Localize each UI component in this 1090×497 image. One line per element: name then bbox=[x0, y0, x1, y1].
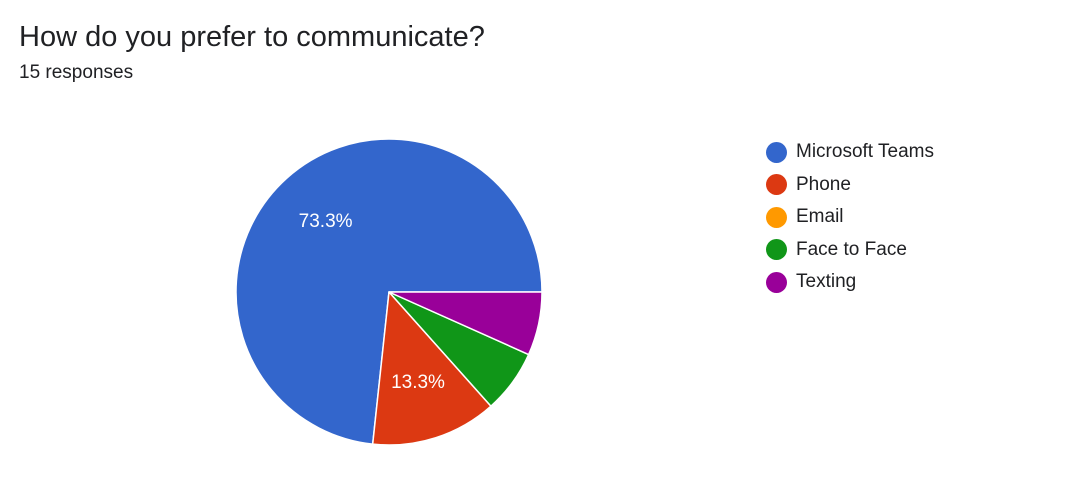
pie-slice-texting[interactable] bbox=[388, 291, 543, 356]
legend-label: Face to Face bbox=[796, 238, 907, 260]
legend-label: Phone bbox=[796, 173, 851, 195]
slice-label-microsoft-teams: 73.3% bbox=[299, 211, 353, 232]
legend-item-face-to-face[interactable]: Face to Face bbox=[766, 234, 1066, 267]
chart-legend: Microsoft Teams Phone Email Face to Face Tex… bbox=[766, 136, 1066, 299]
legend-swatch bbox=[766, 239, 787, 261]
legend-item-phone[interactable]: Phone bbox=[766, 169, 1066, 202]
legend-swatch bbox=[766, 141, 787, 163]
legend-item-texting[interactable]: Texting bbox=[766, 266, 1066, 299]
legend-label: Email bbox=[796, 206, 844, 228]
legend-item-microsoft-teams[interactable]: Microsoft Teams bbox=[766, 136, 1066, 169]
response-count: 15 responses bbox=[19, 62, 134, 83]
question-title: How do you prefer to communicate? bbox=[19, 21, 485, 53]
legend-label: Texting bbox=[796, 271, 857, 293]
legend-item-email[interactable]: Email bbox=[766, 201, 1066, 234]
legend-swatch bbox=[766, 206, 787, 228]
legend-swatch bbox=[766, 174, 787, 196]
legend-label: Microsoft Teams bbox=[796, 141, 934, 163]
pie-slice-phone[interactable] bbox=[371, 291, 492, 446]
legend-swatch bbox=[766, 271, 787, 293]
slice-label-phone: 13.3% bbox=[391, 372, 445, 393]
